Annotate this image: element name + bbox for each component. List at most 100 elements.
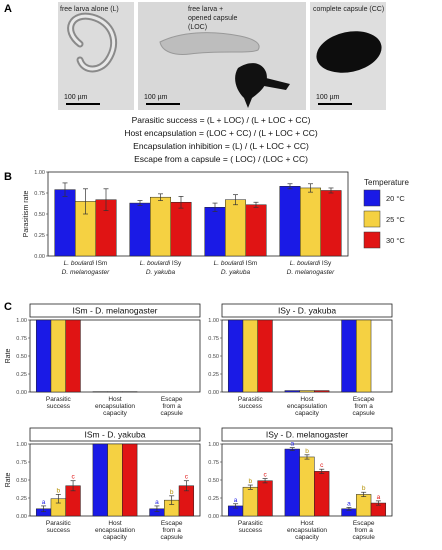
strip-header-label: ISm - D. yakuba (85, 430, 146, 440)
y-tick-label: 0.75 (208, 460, 219, 466)
x-category-label: capsule (160, 534, 183, 541)
y-tick-label: 1.00 (208, 318, 219, 324)
bar (204, 207, 226, 257)
y-tick-label: 0.50 (34, 212, 45, 218)
bar (299, 390, 315, 393)
x-category-label-line1: L. boulardi ISy (290, 260, 332, 267)
x-category-label: Escape (353, 396, 375, 403)
x-category-label: from a (162, 527, 181, 534)
y-tick-label: 0.50 (16, 354, 27, 360)
x-category-label: Parasitic (46, 520, 72, 527)
x-category-species: L. boulardi (64, 260, 95, 267)
bar (129, 202, 151, 257)
y-tick-label: 0.75 (34, 191, 45, 197)
x-category-label: success (239, 403, 263, 410)
y-tick-label: 1.00 (208, 442, 219, 448)
x-category-label: from a (162, 403, 181, 410)
formula-encapsulation-inhibition: Encapsulation inhibition = (L) / (L + LO… (133, 141, 309, 151)
y-tick-label: 0.50 (208, 478, 219, 484)
capsule-shape (316, 31, 382, 73)
strip-header-label: ISm - D. melanogaster (72, 306, 157, 316)
scale-bar-label: 100 µm (64, 94, 88, 101)
y-tick-label: 0.25 (208, 496, 219, 502)
x-category-label: success (47, 403, 71, 410)
bar (284, 448, 300, 517)
scale-bar-label: 100 µm (144, 94, 168, 101)
y-tick-label: 0.25 (208, 372, 219, 378)
legend-title: Temperature (364, 178, 409, 187)
strip-header-box (29, 427, 201, 442)
panel-label-a: A (4, 3, 12, 15)
x-category-label-line2: D. yakuba (146, 269, 176, 276)
x-category-label: Host (108, 396, 122, 403)
bar (54, 189, 76, 257)
legend-swatch-25 (363, 210, 381, 228)
legend-label-30: 30 °C (386, 236, 405, 245)
photo-caption-line1: free larva + (188, 6, 223, 13)
x-category-label: Escape (161, 520, 183, 527)
capsule-fragment (264, 78, 290, 90)
x-category-label: encapsulation (95, 403, 135, 410)
photo-background (138, 2, 306, 110)
y-axis-label: Parasitism rate (23, 191, 30, 238)
x-category-label: capacity (295, 534, 320, 541)
chart-c3-ism-yakuba: ISm - D. yakuba 0.00 0.25 0.50 0.75 1.00 Rate a… (5, 427, 201, 541)
photo-caption: free larva alone (L) (60, 6, 119, 13)
significance-letter: a (377, 494, 381, 501)
x-category-label: capsule (352, 410, 375, 417)
photo-larva-opened-capsule: free larva + opened capsule (LOC) 100 µm (138, 2, 306, 110)
scale-bar-label: 100 µm (316, 94, 340, 101)
x-category-species: L. boulardi (140, 260, 171, 267)
bar (284, 390, 300, 393)
bar (279, 186, 301, 257)
significance-letter: b (362, 485, 366, 492)
opened-capsule (235, 63, 267, 108)
significance-letter: a (234, 497, 238, 504)
y-tick-label: 0.25 (16, 372, 27, 378)
y-axis-label: Rate (5, 473, 12, 488)
significance-letter: b (170, 489, 174, 496)
x-category-strain: ISy (170, 260, 182, 267)
larva-body-highlight (69, 14, 115, 71)
legend-label-20: 20 °C (386, 194, 405, 203)
bar (227, 319, 244, 393)
bar (65, 319, 81, 393)
larva-body (159, 32, 260, 55)
bar (257, 480, 273, 517)
strip-header-box (29, 303, 201, 318)
x-category-strain: ISm (244, 260, 257, 267)
photo-caption-line3: (LOC) (188, 24, 207, 31)
x-category-label: encapsulation (95, 527, 135, 534)
significance-letter: b (57, 487, 61, 494)
y-tick-label: 0.50 (208, 354, 219, 360)
bar (356, 494, 372, 517)
x-category-label: Parasitic (238, 520, 264, 527)
bar (356, 319, 372, 393)
x-category-label: success (47, 527, 71, 534)
bar (320, 190, 342, 257)
x-category-label-line2: D. melanogaster (62, 269, 111, 276)
bar (225, 199, 246, 257)
x-category-label: Parasitic (46, 396, 72, 403)
strip-header-box (221, 303, 393, 318)
bar (242, 319, 258, 393)
x-category-label: Host (300, 520, 314, 527)
significance-letter: b (305, 448, 309, 455)
y-tick-label: 0.00 (34, 254, 45, 260)
y-tick-label: 0.25 (16, 496, 27, 502)
photo-complete-capsule: complete capsule (CC) 100 µm (310, 2, 386, 110)
strip-header-box (221, 427, 393, 442)
x-category-label: capsule (160, 410, 183, 417)
bar (257, 319, 273, 393)
strip-header-label: ISy - D. yakuba (278, 306, 336, 316)
formula-parasitic-success: Parasitic success = (L + LOC) / (L + LOC… (132, 115, 311, 125)
x-category-label: capacity (103, 534, 128, 541)
y-tick-label: 0.00 (208, 514, 219, 520)
x-category-strain: ISy (320, 260, 332, 267)
significance-letter: b (249, 478, 253, 485)
y-tick-label: 0.00 (208, 390, 219, 396)
legend-label-25: 25 °C (386, 215, 405, 224)
bar (50, 319, 66, 393)
formula-escape-capsule: Escape from a capsule = ( LOC) / (LOC + … (134, 154, 308, 164)
